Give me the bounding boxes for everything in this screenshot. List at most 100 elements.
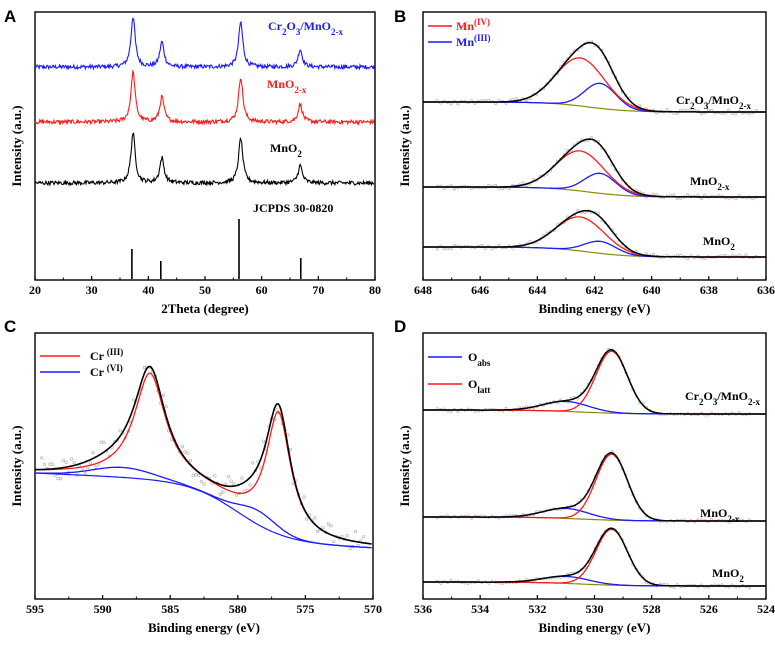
panel-c-x-tick-label: 595 (26, 602, 44, 616)
panel-d-y-axis-title: Intensity (a.u.) (397, 425, 412, 506)
panel-a-y-axis-title: Intensity (a.u.) (9, 105, 24, 186)
panel-c-raw-point (161, 393, 166, 397)
panel-c-y-axis-title: Intensity (a.u.) (9, 425, 24, 506)
panel-c-raw-point (345, 534, 349, 538)
panel-c-raw-point (202, 482, 206, 486)
panel-b-raw-point (679, 108, 683, 112)
panel-b-envelope (423, 41, 766, 113)
panel-c-raw-point (275, 408, 279, 412)
panel-b-raw-point (645, 252, 649, 256)
panel-d-series-label: MnO2 (712, 566, 744, 584)
panel-d-x-tick-label: 534 (471, 602, 489, 616)
panel-c-raw-point (72, 460, 76, 465)
panel-c-raw-point (56, 477, 60, 481)
panel-c-raw-point (240, 476, 244, 480)
panel-b-legend-label: Mn(IV) (456, 17, 490, 33)
panel-c-raw-point (288, 448, 293, 452)
panel-a-x-tick-label: 30 (86, 283, 98, 297)
panel-c-raw-point (102, 440, 106, 444)
panel-c-x-tick-label: 570 (364, 602, 382, 616)
panel-c-raw-point (64, 460, 68, 464)
panel-c-raw-point (348, 547, 352, 551)
panel-c-raw-point (99, 440, 103, 444)
panel-b-raw-point (456, 102, 460, 106)
panel-b-raw-point (734, 197, 738, 201)
panel-b-y-axis-title: Intensity (a.u.) (397, 105, 412, 186)
panel-b-x-tick-label: 644 (528, 283, 546, 297)
panel-b-raw-point (723, 253, 727, 257)
panel-b-raw-point (524, 98, 528, 102)
panel-a-series-label: Cr2O3/MnO2-x (268, 19, 344, 37)
panel-c-x-tick-label: 575 (296, 602, 314, 616)
panel-c-raw-point (315, 529, 320, 533)
panel-c-raw-point (353, 529, 358, 534)
panel-d-envelope (423, 349, 766, 415)
panel-c-raw-point (91, 451, 95, 455)
panel-a-x-tick-label: 80 (369, 283, 381, 297)
panel-c-raw-point (59, 477, 63, 481)
panel-c-cr6-fit (35, 466, 372, 549)
panel-d-x-tick-label: 530 (586, 602, 604, 616)
panel-b-background-curve (423, 246, 766, 258)
panel-c-raw-point (191, 473, 195, 478)
panel-b-raw-point (651, 252, 655, 256)
panel-d-o1s: 536 534 532 530 528 526 524 Binding energy (eV)… (397, 332, 775, 635)
panel-c-x-axis-title: Binding energy (eV) (148, 620, 260, 635)
panel-b-raw-point (734, 112, 738, 116)
panel-c-raw-point (248, 483, 252, 487)
panel-b-x-tick-label: 636 (757, 283, 775, 297)
panel-b-raw-point (449, 247, 453, 251)
panel-c-background-curve (34, 472, 372, 549)
panel-b-raw-point (665, 108, 669, 112)
panel-c-raw-point (50, 462, 55, 466)
panel-c-raw-point (340, 534, 344, 539)
panel-c-raw-point (213, 474, 217, 478)
panel-d-x-tick-label: 528 (643, 602, 661, 616)
panel-c-raw-point (226, 475, 230, 479)
panel-c-raw-point (313, 516, 317, 520)
panel-b-raw-point (672, 193, 676, 197)
panel-c-raw-point (321, 526, 325, 530)
panel-b-legend-label: Mn(III) (456, 33, 491, 49)
panel-b-raw-point (675, 197, 679, 201)
panel-b-envelope (423, 138, 766, 198)
panel-a-x-tick-label: 20 (29, 283, 41, 297)
panel-b-x-tick-label: 640 (643, 283, 661, 297)
panel-a-x-axis-title: 2Theta (degree) (161, 301, 248, 316)
panel-b-raw-point (435, 247, 439, 251)
panel-b-raw-point (675, 253, 679, 257)
panel-letter-D: D (394, 317, 406, 336)
panel-c-raw-point (183, 450, 187, 454)
panel-c-raw-point (188, 458, 193, 463)
panel-c-raw-point (83, 471, 87, 476)
panel-c-cr3-fit (35, 372, 372, 545)
panel-b-raw-point (651, 192, 655, 196)
panel-c-raw-point (251, 461, 255, 465)
panel-b-x-tick-label: 638 (700, 283, 718, 297)
panel-c-raw-point (88, 461, 93, 465)
panel-c-raw-point (329, 524, 333, 528)
panel-c-x-tick-label: 580 (229, 602, 247, 616)
panel-c-raw-point (221, 490, 225, 494)
panel-c-raw-point (186, 451, 190, 455)
panel-b-raw-point (744, 253, 748, 257)
panel-a-x-tick-label: 60 (256, 283, 268, 297)
panel-a-x-tick-label: 50 (199, 283, 211, 297)
panel-c-raw-point (361, 535, 366, 539)
panel-d-x-tick-label: 536 (414, 602, 432, 616)
panel-b-raw-point (675, 112, 679, 116)
panel-d-x-tick-label: 526 (700, 602, 718, 616)
panel-b-mn2p: 648 646 644 642 640 638 636 Binding energy (eV)… (397, 11, 775, 316)
panel-c-legend-label: Cr (III) (90, 347, 123, 363)
panel-c-raw-point (180, 445, 184, 449)
panel-c-raw-point (218, 492, 222, 496)
panel-c-raw-point (305, 517, 309, 521)
panel-c-legend-label: Cr (VI) (90, 363, 123, 379)
panel-d-x-tick-label: 532 (528, 602, 546, 616)
panel-letter-C: C (4, 317, 16, 336)
panel-b-raw-point (751, 197, 755, 201)
panel-c-envelope (34, 365, 372, 545)
panel-c-raw-point (196, 473, 201, 477)
panel-c-raw-point (229, 479, 233, 483)
